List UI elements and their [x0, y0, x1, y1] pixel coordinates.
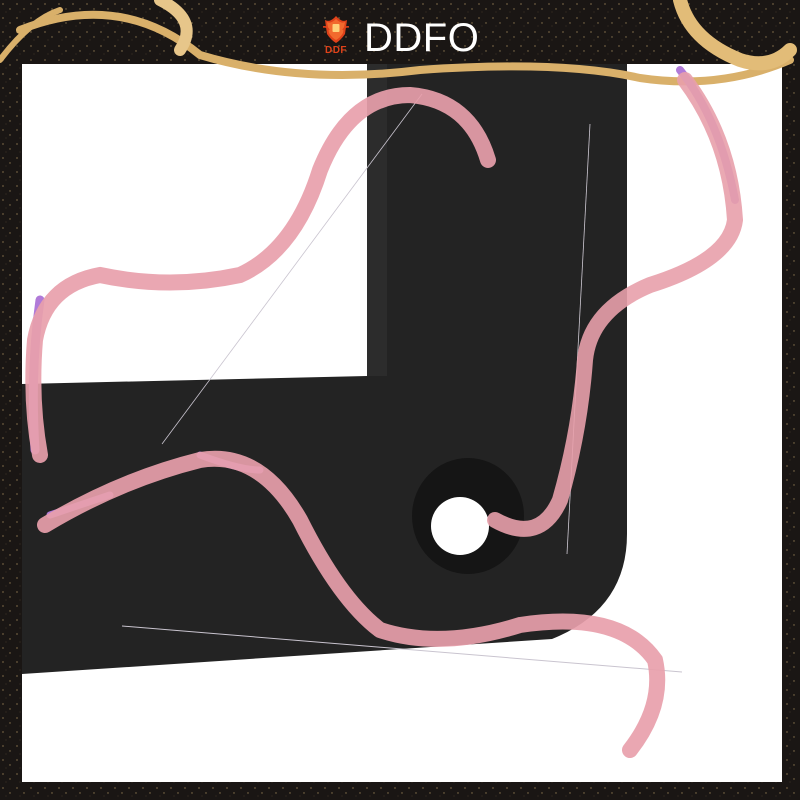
- product-photo: [22, 64, 782, 782]
- brand-logo-text: DDF: [324, 45, 348, 56]
- shield-crest-icon: [323, 16, 349, 43]
- gasket-corner: [22, 64, 683, 674]
- brand-logo: DDF: [316, 14, 356, 62]
- brand-name: DDFO: [364, 16, 480, 60]
- brand-header: DDF DDFO: [316, 12, 479, 64]
